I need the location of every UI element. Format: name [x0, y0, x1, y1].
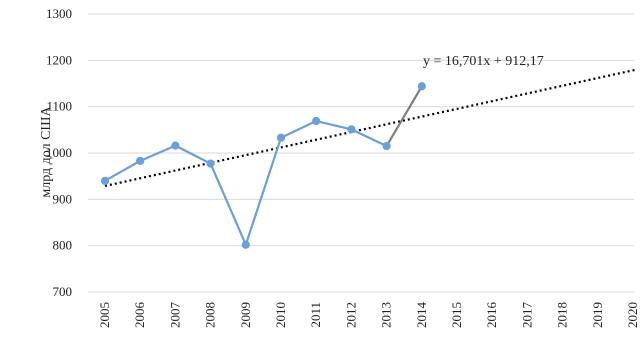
point-2013 [382, 141, 391, 151]
y-axis-label: млрд дол США [39, 105, 54, 197]
point-2006 [136, 156, 145, 165]
trendline-equation: y = 16,701x + 912,17 [423, 54, 544, 69]
x-tick-2009: 2009 [238, 302, 253, 328]
point-2009 [241, 240, 250, 249]
series-segment-2007-2008 [174, 144, 212, 165]
y-tick-1100: 1100 [46, 99, 72, 114]
point-2010 [276, 133, 286, 142]
y-tick-labels: 1300 1200 1100 1000 900 800 700 [46, 6, 72, 299]
y-tick-700: 700 [53, 284, 73, 299]
x-tick-2010: 2010 [273, 302, 288, 328]
series-segment-2008-2009 [209, 162, 247, 246]
point-2005 [100, 176, 110, 185]
series-segment-2013-2014 [385, 85, 423, 148]
series-segment-2011-2012 [315, 119, 353, 131]
x-tick-2015: 2015 [449, 302, 464, 328]
point-2008 [206, 159, 215, 168]
x-tick-2016: 2016 [484, 302, 499, 329]
y-tick-1200: 1200 [46, 52, 72, 67]
y-tick-800: 800 [53, 238, 73, 253]
y-tick-1000: 1000 [46, 145, 72, 160]
point-2007 [171, 141, 180, 150]
x-tick-2012: 2012 [343, 302, 358, 328]
y-tick-900: 900 [53, 191, 73, 206]
trendline-group [104, 68, 636, 188]
point-2014 [417, 82, 426, 91]
series-segment-2012-2013 [350, 128, 388, 148]
series-segment-2006-2007 [139, 144, 177, 162]
series-segment-2010-2011 [279, 119, 318, 139]
x-tick-2020: 2020 [625, 302, 640, 328]
x-tick-2019: 2019 [590, 302, 605, 328]
y-tick-1300: 1300 [46, 6, 72, 21]
gridlines [88, 13, 634, 293]
x-tick-2013: 2013 [379, 302, 394, 328]
x-tick-labels: 2005 2006 2007 2008 2009 2010 2011 2012 2013 2014… [97, 302, 640, 329]
series-segment-2005-2006 [103, 159, 142, 182]
x-tick-2017: 2017 [519, 302, 534, 329]
x-tick-2018: 2018 [555, 302, 570, 328]
trendline [104, 68, 636, 188]
x-tick-2014: 2014 [414, 302, 429, 329]
series-segment-2009-2010 [244, 136, 283, 246]
x-tick-2011: 2011 [308, 302, 323, 328]
series-group [100, 82, 426, 249]
x-tick-2006: 2006 [132, 302, 147, 329]
x-tick-2007: 2007 [167, 302, 182, 329]
point-2012 [347, 125, 356, 134]
x-tick-2008: 2008 [203, 302, 218, 328]
point-2011 [312, 116, 321, 126]
x-tick-2005: 2005 [97, 302, 112, 328]
